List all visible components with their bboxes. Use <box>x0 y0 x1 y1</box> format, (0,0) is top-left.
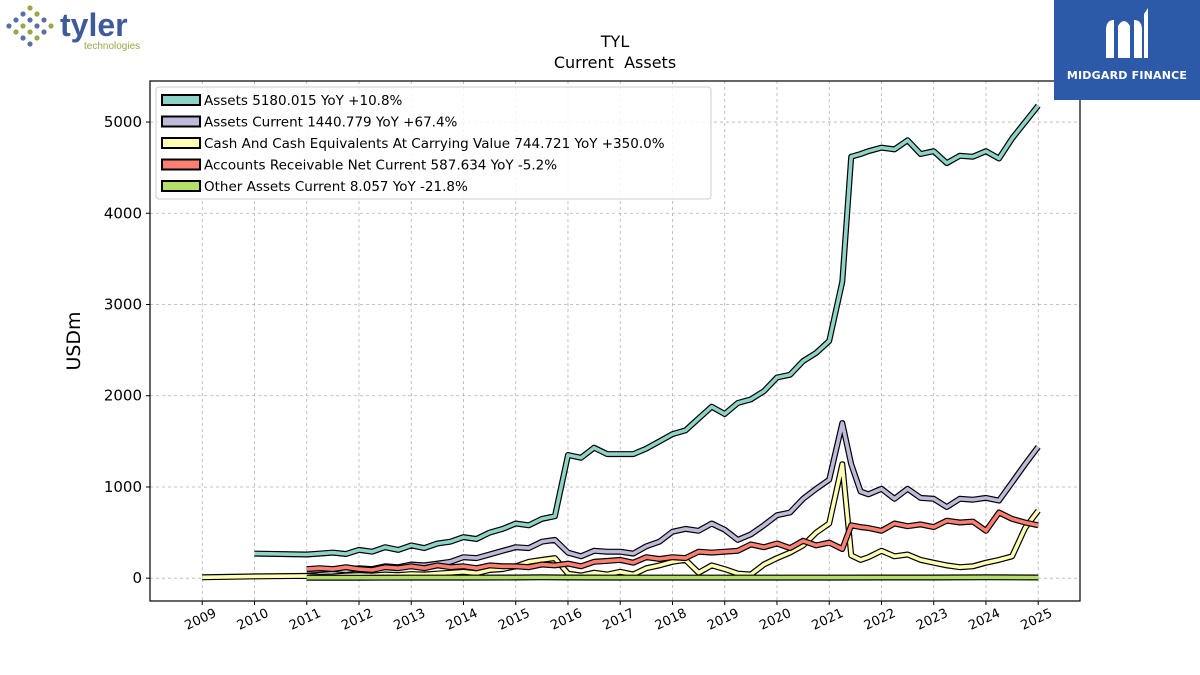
tyler-logo-brand: tyler <box>60 7 128 43</box>
legend-label: Accounts Receivable Net Current 587.634 … <box>204 158 557 174</box>
legend-swatch <box>161 180 201 192</box>
y-tick-label: 2000 <box>104 387 142 405</box>
series-line <box>306 510 1039 572</box>
legend-swatch <box>161 158 201 171</box>
legend-label: Other Assets Current 8.057 YoY -21.8% <box>204 179 468 195</box>
legend-swatch <box>161 94 201 106</box>
chart-title: TYL <box>600 32 630 51</box>
legend-label: Cash And Cash Equivalents At Carrying Va… <box>204 136 665 152</box>
y-tick-label: 5000 <box>104 113 142 131</box>
legend: Assets 5180.015 YoY +10.8% Assets Current… <box>155 86 712 200</box>
y-tick-label: 1000 <box>104 478 142 496</box>
series-assets <box>254 103 1041 558</box>
chart-subtitle: Current Assets <box>554 53 676 72</box>
legend-box <box>155 86 712 200</box>
midgard-logo-text: MIDGARD FINANCE <box>1066 69 1188 82</box>
tyler-logo-dots-icon: tyler technologies <box>6 5 140 52</box>
series-line <box>202 462 1040 580</box>
series-line <box>254 104 1040 557</box>
legend-swatch <box>161 115 201 128</box>
tyler-logo-sub: technologies <box>84 41 140 52</box>
midgard-emblem-icon <box>1106 8 1148 58</box>
legend-label: Assets 5180.015 YoY +10.8% <box>204 93 403 109</box>
legend-swatch <box>161 137 201 149</box>
tyler-logo: tyler technologies <box>4 4 154 54</box>
y-tick-label: 0 <box>132 569 142 587</box>
series-accounts-receivable-net-current <box>306 509 1039 573</box>
legend-label: Assets Current 1440.779 YoY +67.4% <box>204 115 458 131</box>
y-axis-label: USDm <box>63 311 85 370</box>
midgard-finance-logo: MIDGARD FINANCE <box>1054 0 1200 100</box>
series-layer <box>202 103 1041 581</box>
plot-frame <box>149 80 1081 602</box>
series-cash-and-cash-equivalents-at-carrying-value <box>202 461 1041 581</box>
y-tick-label: 3000 <box>104 296 142 314</box>
y-tick-label: 4000 <box>104 204 142 222</box>
